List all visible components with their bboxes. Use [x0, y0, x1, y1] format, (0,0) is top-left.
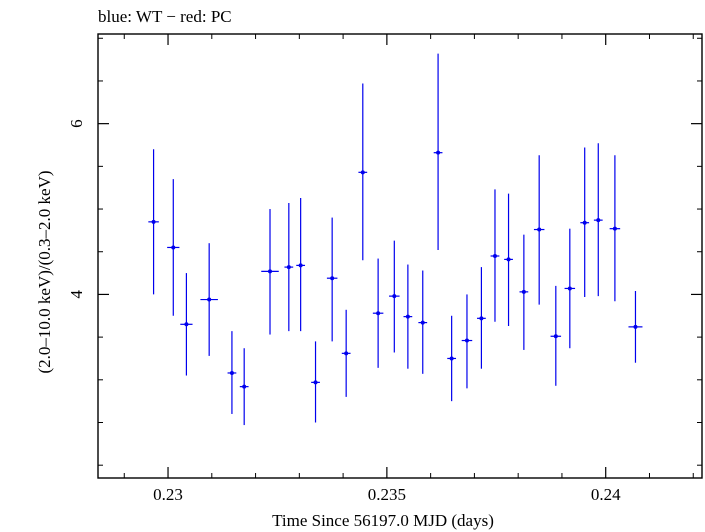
- point-marker: [506, 257, 511, 262]
- data-point: [284, 203, 294, 332]
- point-marker: [376, 311, 381, 316]
- data-point: [477, 267, 486, 369]
- point-marker: [268, 269, 273, 274]
- data-point: [564, 228, 576, 349]
- data-point: [200, 243, 218, 356]
- data-point: [609, 155, 621, 302]
- data-point: [593, 143, 603, 297]
- data-point: [461, 294, 473, 389]
- data-point: [326, 217, 338, 342]
- ticks-layer: 0.23 0.235 0.24 4 6: [67, 34, 702, 504]
- point-marker: [492, 254, 497, 258]
- point-marker: [521, 289, 526, 294]
- point-marker: [298, 263, 303, 268]
- data-point: [296, 197, 306, 332]
- data-point: [167, 179, 180, 316]
- point-marker: [184, 322, 189, 327]
- point-marker: [449, 356, 454, 361]
- point-marker: [207, 297, 212, 302]
- data-point: [504, 193, 513, 327]
- x-tick-label: 0.24: [591, 485, 621, 504]
- data-point: [533, 155, 545, 305]
- y-axis-label: (2.0–10.0 keV)/(0.3–2.0 keV): [35, 170, 54, 373]
- point-marker: [553, 334, 558, 339]
- data-point: [433, 53, 443, 251]
- x-tick-label: 0.23: [153, 485, 183, 504]
- data-point: [447, 315, 457, 402]
- point-marker: [464, 338, 469, 343]
- data-point: [261, 209, 279, 335]
- point-marker: [171, 245, 176, 250]
- point-marker: [392, 294, 397, 299]
- point-marker: [582, 220, 587, 225]
- data-layer: [148, 53, 643, 426]
- point-marker: [229, 370, 234, 375]
- data-point: [180, 273, 193, 376]
- data-point: [311, 341, 320, 423]
- data-point: [341, 309, 351, 397]
- data-point: [148, 149, 159, 295]
- plot-frame: [97, 33, 703, 479]
- data-point: [358, 83, 368, 261]
- point-marker: [537, 227, 542, 232]
- chart-title: blue: WT − red: PC: [98, 7, 232, 26]
- point-marker: [436, 150, 441, 155]
- data-point: [389, 240, 400, 353]
- data-point: [227, 331, 237, 414]
- point-marker: [360, 170, 365, 175]
- data-point: [580, 147, 590, 297]
- point-marker: [633, 324, 638, 329]
- point-marker: [612, 226, 617, 231]
- point-marker: [596, 218, 601, 223]
- x-tick-label: 0.235: [368, 485, 406, 504]
- data-point: [490, 189, 500, 322]
- point-marker: [405, 314, 410, 319]
- point-marker: [344, 351, 349, 356]
- data-point: [519, 234, 529, 350]
- data-point: [550, 285, 562, 386]
- point-marker: [330, 276, 335, 281]
- point-marker: [420, 320, 425, 325]
- y-tick-label: 6: [67, 119, 86, 128]
- data-point: [628, 291, 643, 363]
- point-marker: [479, 316, 484, 321]
- data-point: [418, 270, 428, 374]
- point-marker: [242, 384, 247, 389]
- data-point: [239, 348, 249, 426]
- y-tick-label: 4: [67, 290, 86, 299]
- data-point: [403, 264, 413, 369]
- x-axis-label: Time Since 56197.0 MJD (days): [272, 511, 494, 530]
- point-marker: [286, 265, 291, 270]
- data-point: [372, 258, 384, 368]
- point-marker: [151, 219, 156, 224]
- point-marker: [313, 380, 318, 385]
- point-marker: [567, 286, 572, 291]
